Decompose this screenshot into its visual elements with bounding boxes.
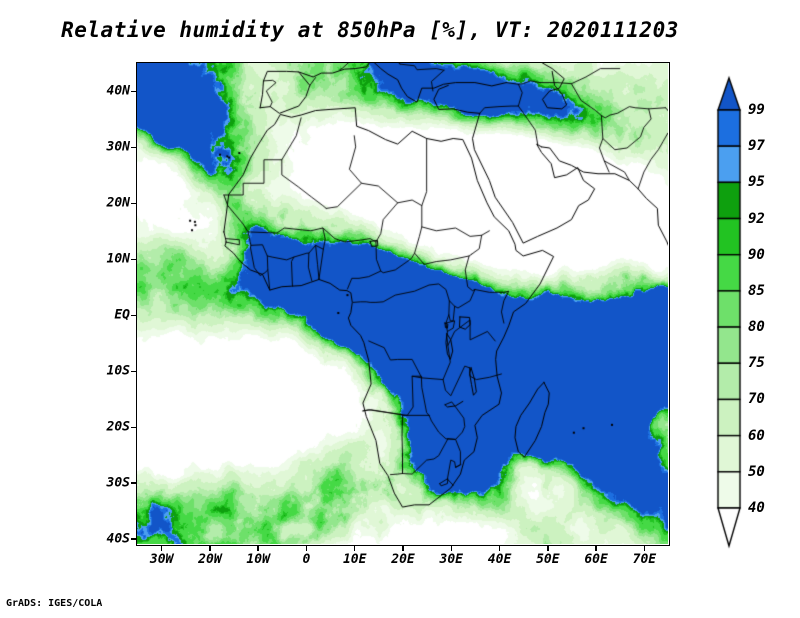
- y-axis-tick: [131, 314, 136, 317]
- x-axis-tick: [498, 546, 501, 551]
- x-axis-tick: [209, 546, 211, 551]
- x-axis-tick: [450, 546, 453, 551]
- y-axis-tick-label: 10S: [106, 363, 130, 379]
- colorbar-tick-label: 99: [748, 102, 765, 118]
- y-axis-tick-label: 10N: [106, 251, 130, 267]
- x-axis-tick-label: 30E: [439, 552, 464, 567]
- colorbar-tick-label: 60: [748, 427, 765, 444]
- y-axis-tick: [131, 146, 136, 149]
- x-axis-tick-label: 30W: [149, 552, 174, 567]
- x-axis-tick: [305, 546, 308, 551]
- y-axis-tick-label: 30N: [106, 139, 130, 155]
- x-axis-tick-label: 10W: [246, 552, 270, 567]
- colorbar: 99 97 95 92 90 85 80 75 70 60 50 40: [708, 74, 798, 552]
- y-axis-tick-label: 40N: [106, 83, 130, 99]
- colorbar-tick-label: 97: [748, 138, 765, 155]
- y-axis-tick-label: 30S: [106, 475, 130, 491]
- x-axis-tick-label: 10E: [342, 552, 367, 567]
- humidity-heatmap: [137, 63, 668, 544]
- colorbar-tick-label: 92: [748, 210, 765, 227]
- map-plot-area: [136, 62, 670, 546]
- x-axis-tick: [547, 546, 549, 551]
- y-axis-tick-label: 40S: [106, 531, 130, 547]
- x-axis-tick-label: 50E: [536, 552, 560, 567]
- y-axis-tick: [131, 482, 136, 484]
- colorbar-tick-label: 85: [748, 282, 765, 299]
- y-axis-tick: [131, 538, 136, 540]
- colorbar-tick-label: 90: [748, 246, 765, 263]
- y-axis-tick-label: EQ: [114, 307, 130, 323]
- colorbar-swatches: [708, 74, 798, 552]
- y-axis-tick-label: 20S: [106, 419, 130, 435]
- y-axis-tick: [131, 370, 136, 373]
- colorbar-tick-label: 40: [748, 500, 765, 516]
- x-axis-tick-label: 0: [302, 552, 311, 567]
- y-axis-tick: [131, 426, 136, 429]
- x-axis-tick: [353, 546, 356, 551]
- colorbar-tick-label: 70: [748, 391, 765, 408]
- y-axis-tick: [131, 90, 136, 93]
- x-axis-tick-label: 70E: [632, 552, 657, 567]
- y-axis-tick: [131, 258, 136, 261]
- x-axis-tick-label: 20W: [198, 552, 222, 567]
- x-axis-tick-label: 40E: [487, 552, 512, 567]
- colorbar-tick-label: 95: [748, 174, 765, 191]
- x-axis-tick: [402, 546, 404, 551]
- x-axis-tick-label: 60E: [584, 552, 608, 567]
- colorbar-tick-label: 75: [748, 355, 765, 372]
- x-axis-tick-label: 20E: [391, 552, 415, 567]
- x-axis-tick: [595, 546, 597, 551]
- colorbar-tick-label: 80: [748, 319, 765, 336]
- page-title: Relative humidity at 850hPa [%], VT: 202…: [61, 18, 679, 42]
- x-axis-tick: [257, 546, 259, 551]
- x-axis-tick: [160, 546, 163, 551]
- colorbar-tick-label: 50: [748, 463, 765, 480]
- y-axis-tick: [131, 202, 136, 205]
- x-axis-tick: [643, 546, 646, 551]
- grads-attribution: GrADS: IGES/COLA: [6, 598, 103, 609]
- y-axis-tick-label: 20N: [106, 195, 130, 211]
